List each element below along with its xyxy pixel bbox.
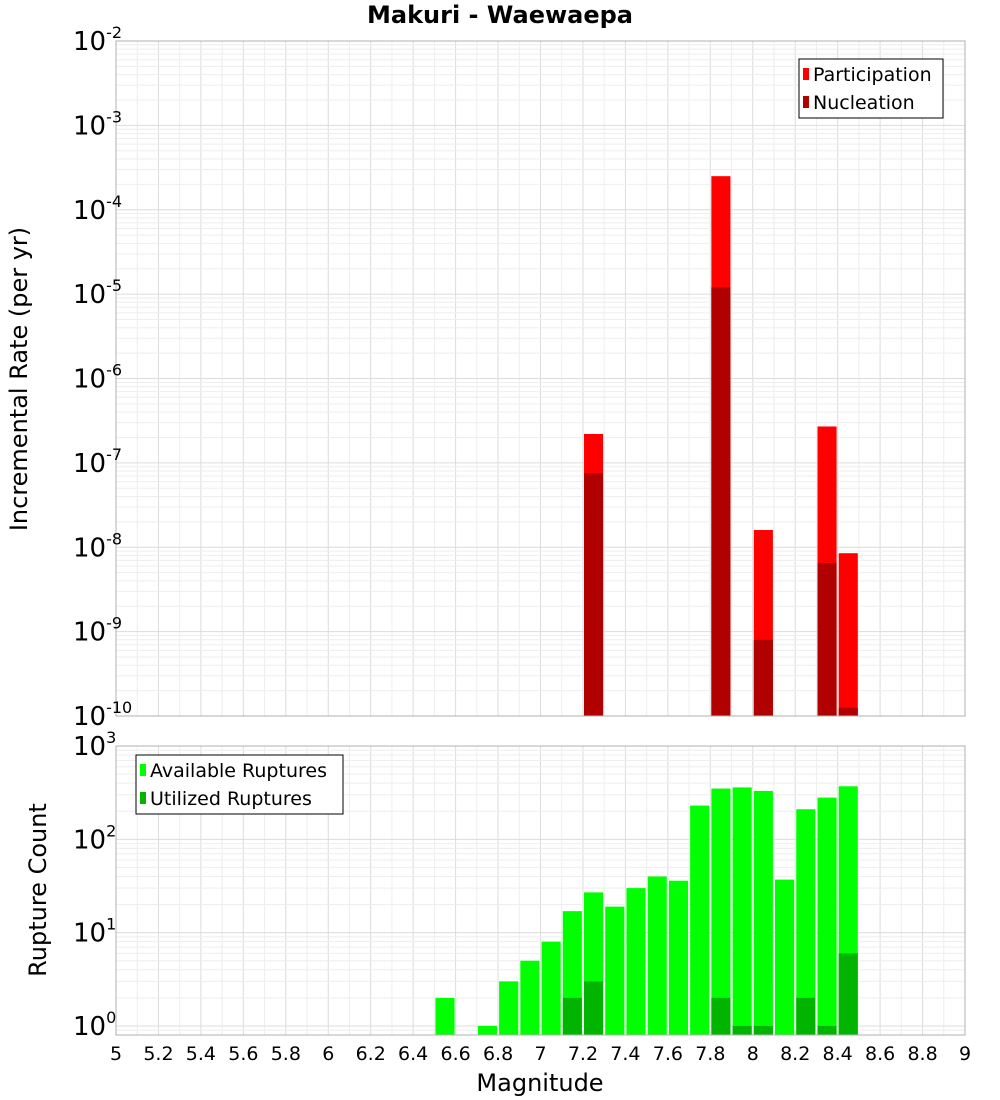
y-tick-label: 102 — [73, 821, 116, 855]
bar-available-ruptures — [668, 880, 689, 1035]
x-tick-label: 8.6 — [865, 1043, 895, 1065]
top-y-axis-label: Incremental Rate (per yr) — [5, 227, 33, 531]
plot-area-frame — [115, 40, 966, 717]
y-tick-label: 10-6 — [73, 361, 122, 395]
x-tick-label: 8.4 — [823, 1043, 853, 1065]
bar-nucleation — [584, 473, 604, 716]
bar-available-ruptures — [711, 788, 731, 1035]
bars — [584, 176, 858, 716]
bar-utilized-ruptures — [732, 1025, 752, 1035]
x-tick-label: 5.4 — [186, 1043, 216, 1065]
x-tick-label: 7.6 — [653, 1043, 683, 1065]
bottom-y-axis-label: Rupture Count — [24, 803, 52, 977]
bar-utilized-ruptures — [753, 1025, 773, 1035]
x-tick-label: 6.8 — [483, 1043, 513, 1065]
bar-available-ruptures — [817, 797, 837, 1035]
bar-utilized-ruptures — [817, 1025, 837, 1035]
x-tick-label: 7.2 — [568, 1043, 598, 1065]
bar-nucleation — [753, 639, 773, 716]
legend-label: Nucleation — [813, 92, 915, 114]
legend-label: Available Ruptures — [150, 760, 327, 782]
x-tick-label: 7.8 — [695, 1043, 725, 1065]
bar-nucleation — [817, 563, 837, 716]
legend: Participation Nucleation — [798, 58, 944, 119]
legend-swatch — [140, 764, 146, 776]
bar-utilized-ruptures — [562, 997, 582, 1035]
bar-utilized-ruptures — [838, 953, 858, 1035]
bar-available-ruptures — [605, 906, 625, 1035]
legend-swatch — [803, 96, 809, 108]
y-tick-label: 100 — [73, 1008, 116, 1042]
bar-nucleation — [838, 707, 858, 716]
x-tick-label: 6.2 — [356, 1043, 386, 1065]
bar-available-ruptures — [647, 876, 667, 1035]
chart-title: Makuri - Waewaepa — [367, 1, 633, 29]
y-tick-label: 10-9 — [73, 614, 122, 648]
bar-utilized-ruptures — [711, 997, 731, 1035]
x-tick-label: 8.8 — [907, 1043, 937, 1065]
legend-box — [135, 754, 344, 815]
x-tick-label: 7.4 — [610, 1043, 640, 1065]
plot-area-frame — [115, 745, 966, 1036]
bar-available-ruptures — [796, 809, 816, 1035]
x-tick-label: 5.6 — [228, 1043, 258, 1065]
bar-available-ruptures — [732, 787, 752, 1035]
bar-participation — [838, 553, 858, 716]
x-tick-label: 6.6 — [440, 1043, 470, 1065]
bar-utilized-ruptures — [796, 997, 816, 1035]
rate-panel: 10-2 10-3 10-4 10-5 10-6 10-7 10-8 10-9 10-10 Par… — [73, 23, 966, 732]
x-tick-label: 5.8 — [271, 1043, 301, 1065]
y-tick-label: 10-5 — [73, 276, 122, 310]
bar-available-ruptures — [753, 790, 773, 1035]
bar-available-ruptures — [499, 981, 519, 1035]
legend-box — [798, 58, 944, 119]
x-tick-label: 8.2 — [780, 1043, 810, 1065]
x-tick-label: 8 — [747, 1043, 759, 1065]
y-tick-label: 10-4 — [73, 192, 122, 226]
bar-available-ruptures — [520, 960, 540, 1035]
y-tick-label: 10-7 — [73, 445, 122, 479]
x-tick-label: 5.2 — [143, 1043, 173, 1065]
bar-available-ruptures — [690, 805, 710, 1035]
x-tick-label: 9 — [959, 1043, 971, 1065]
x-tick-label: 6.4 — [398, 1043, 428, 1065]
legend: Available Ruptures Utilized Ruptures — [135, 754, 344, 815]
x-axis-label: Magnitude — [476, 1069, 603, 1097]
bar-available-ruptures — [626, 888, 646, 1035]
y-tick-label: 10-3 — [73, 107, 122, 141]
bar-nucleation — [711, 287, 731, 716]
grid — [115, 40, 966, 717]
y-tick-label: 101 — [73, 915, 116, 949]
bar-available-ruptures — [435, 997, 455, 1035]
x-tick-label: 5 — [110, 1043, 122, 1065]
y-tick-label: 10-8 — [73, 529, 122, 563]
bar-available-ruptures — [775, 879, 795, 1035]
bar-available-ruptures — [477, 1025, 497, 1035]
y-tick-label: 10-10 — [73, 698, 132, 732]
x-tick-label: 6 — [322, 1043, 334, 1065]
bar-available-ruptures — [541, 941, 561, 1035]
legend-label: Participation — [813, 64, 932, 86]
bars — [435, 786, 858, 1035]
legend-swatch — [140, 792, 146, 804]
legend-swatch — [803, 68, 809, 80]
legend-label: Utilized Ruptures — [150, 788, 312, 810]
y-tick-label: 103 — [73, 728, 116, 762]
x-tick-label: 7 — [534, 1043, 546, 1065]
bar-utilized-ruptures — [584, 981, 604, 1035]
y-tick-label: 10-2 — [73, 23, 122, 57]
